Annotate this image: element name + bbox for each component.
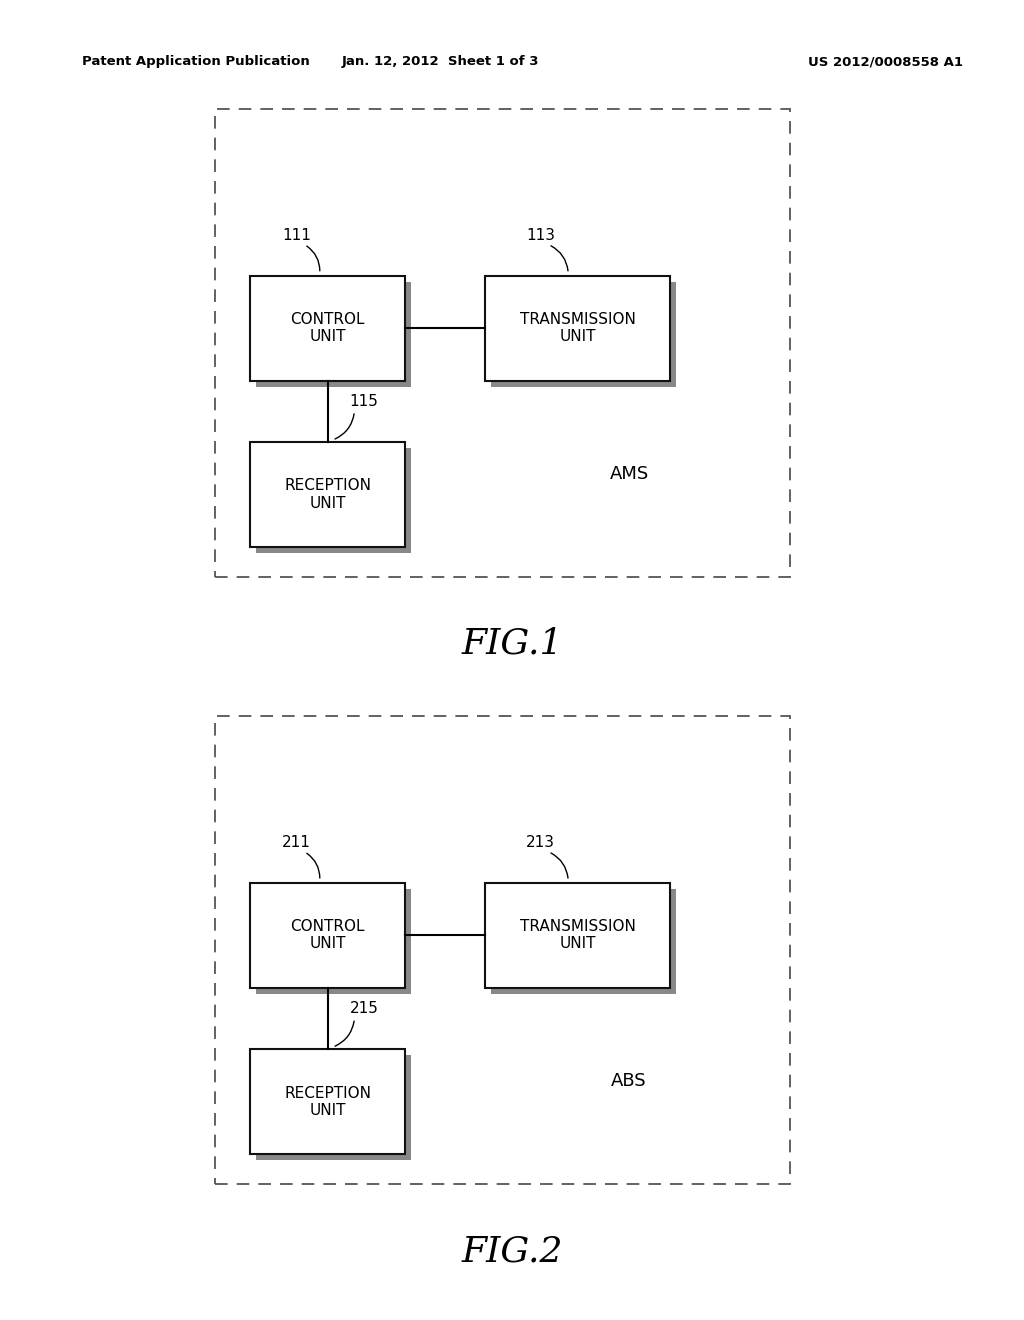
Bar [485, 276, 670, 380]
Text: 111: 111 [282, 227, 311, 243]
Text: FIG.2: FIG.2 [461, 1234, 563, 1269]
Text: FIG.1: FIG.1 [461, 627, 563, 661]
Text: AMS: AMS [609, 465, 648, 483]
Text: 115: 115 [349, 395, 379, 409]
Text: US 2012/0008558 A1: US 2012/0008558 A1 [808, 55, 963, 69]
Bar [490, 281, 676, 387]
Text: CONTROL
UNIT: CONTROL UNIT [290, 919, 365, 952]
Text: Jan. 12, 2012  Sheet 1 of 3: Jan. 12, 2012 Sheet 1 of 3 [342, 55, 539, 69]
Bar [250, 883, 406, 987]
Bar [256, 281, 411, 387]
Text: 213: 213 [526, 834, 555, 850]
Text: Patent Application Publication: Patent Application Publication [82, 55, 309, 69]
Bar [250, 276, 406, 380]
Bar [256, 447, 411, 553]
Bar [485, 883, 670, 987]
Text: 215: 215 [349, 1002, 379, 1016]
Bar [256, 1055, 411, 1160]
Text: 211: 211 [282, 834, 311, 850]
Bar [250, 442, 406, 546]
Text: TRANSMISSION
UNIT: TRANSMISSION UNIT [519, 919, 636, 952]
Bar [256, 888, 411, 994]
Text: 113: 113 [526, 227, 555, 243]
Text: ABS: ABS [611, 1072, 647, 1090]
Text: TRANSMISSION
UNIT: TRANSMISSION UNIT [519, 312, 636, 345]
Bar [490, 888, 676, 994]
Text: RECEPTION
UNIT: RECEPTION UNIT [284, 1085, 371, 1118]
Bar [250, 1049, 406, 1154]
Text: RECEPTION
UNIT: RECEPTION UNIT [284, 478, 371, 511]
Bar [215, 110, 790, 577]
Text: CONTROL
UNIT: CONTROL UNIT [290, 312, 365, 345]
Bar [215, 717, 790, 1184]
